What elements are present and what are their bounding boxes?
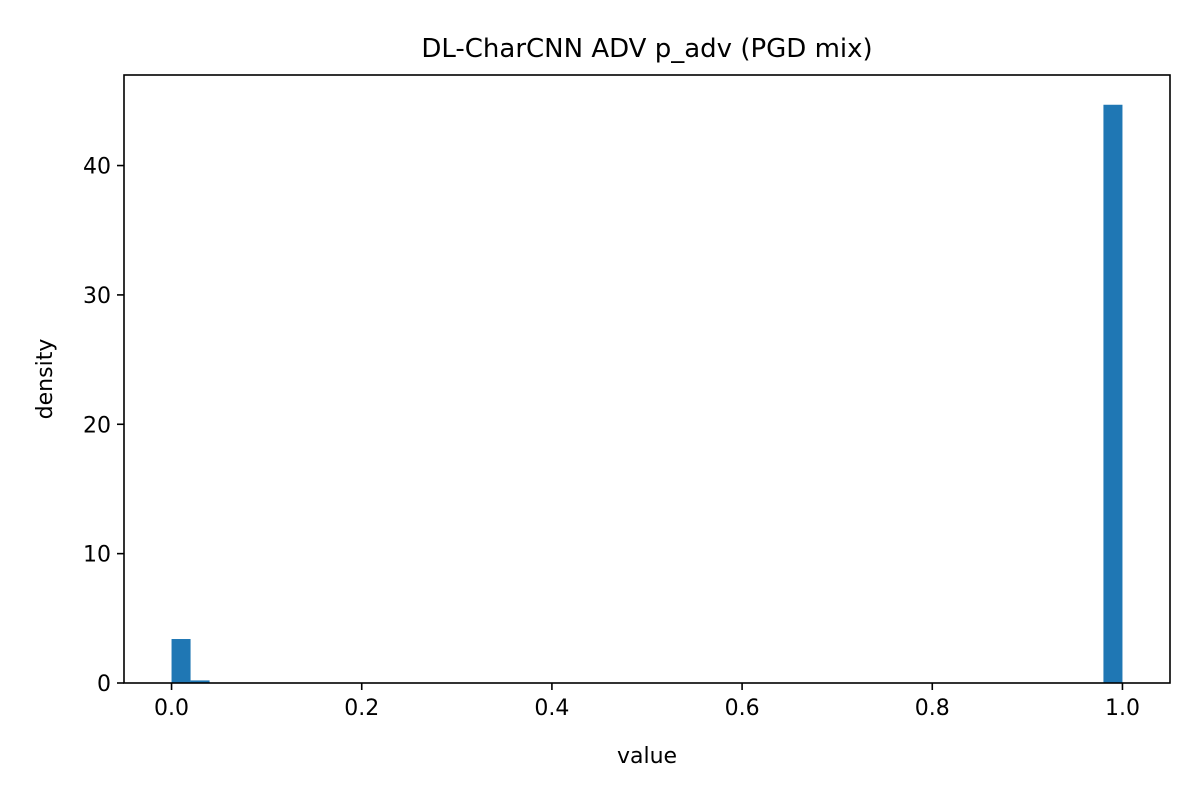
chart-title: DL-CharCNN ADV p_adv (PGD mix) [421,34,872,64]
x-axis-label: value [617,744,677,769]
x-tick-label: 1.0 [1105,696,1140,721]
y-tick-label: 20 [83,413,111,438]
histogram-bar-2 [1103,104,1123,684]
x-tick-label: 0.8 [915,696,950,721]
histogram-bar-1 [190,680,210,683]
y-tick-label: 0 [97,672,111,697]
histogram-bar-0 [171,639,191,683]
y-tick-label: 30 [83,284,111,309]
y-tick-label: 10 [83,543,111,568]
y-axis-ticks: 0 10 20 30 40 [83,155,124,697]
y-axis-label: density [33,339,58,420]
x-tick-label: 0.6 [725,696,760,721]
y-tick-label: 40 [83,155,111,180]
x-axis-ticks: 0.0 0.2 0.4 0.6 0.8 1.0 [154,683,1140,721]
x-tick-label: 0.4 [534,696,569,721]
histogram-bars [171,104,1123,684]
x-tick-label: 0.2 [344,696,379,721]
x-tick-label: 0.0 [154,696,189,721]
plot-frame [123,74,1171,684]
